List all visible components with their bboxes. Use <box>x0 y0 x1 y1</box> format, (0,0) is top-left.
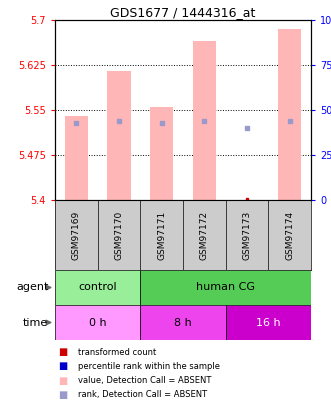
Text: GSM97173: GSM97173 <box>243 210 252 260</box>
Bar <box>226 305 311 340</box>
Text: ■: ■ <box>58 347 68 357</box>
Text: agent: agent <box>16 283 48 292</box>
Text: 0 h: 0 h <box>89 318 107 328</box>
Text: rank, Detection Call = ABSENT: rank, Detection Call = ABSENT <box>78 390 207 399</box>
Text: value, Detection Call = ABSENT: value, Detection Call = ABSENT <box>78 376 212 385</box>
Text: GSM97170: GSM97170 <box>115 210 123 260</box>
Bar <box>55 305 140 340</box>
Text: ■: ■ <box>58 361 68 371</box>
Bar <box>107 71 131 200</box>
Title: GDS1677 / 1444316_at: GDS1677 / 1444316_at <box>110 6 256 19</box>
Text: 16 h: 16 h <box>256 318 281 328</box>
Text: control: control <box>78 283 117 292</box>
Text: time: time <box>23 318 48 328</box>
Bar <box>140 305 226 340</box>
Bar <box>55 270 140 305</box>
Bar <box>65 116 88 200</box>
Text: human CG: human CG <box>196 283 255 292</box>
Text: transformed count: transformed count <box>78 347 157 357</box>
Text: 8 h: 8 h <box>174 318 192 328</box>
Text: ■: ■ <box>58 390 68 400</box>
Bar <box>193 41 216 200</box>
Bar <box>150 107 173 200</box>
Text: GSM97169: GSM97169 <box>72 210 81 260</box>
Bar <box>278 29 302 200</box>
Text: GSM97172: GSM97172 <box>200 211 209 260</box>
Text: GSM97174: GSM97174 <box>285 211 294 260</box>
Text: GSM97171: GSM97171 <box>157 210 166 260</box>
Bar <box>140 270 311 305</box>
Text: ■: ■ <box>58 375 68 386</box>
Text: percentile rank within the sample: percentile rank within the sample <box>78 362 220 371</box>
